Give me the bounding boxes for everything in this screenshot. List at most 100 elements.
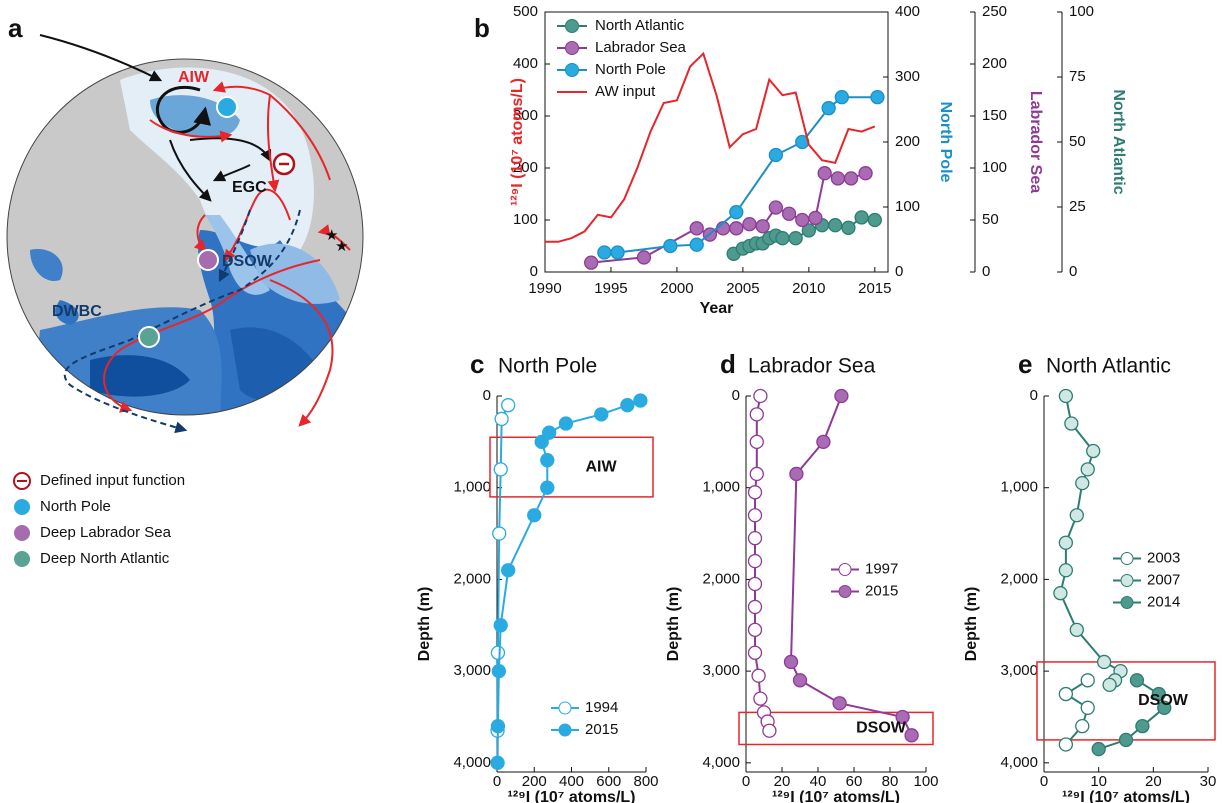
legend-marker: [1121, 597, 1133, 609]
x-tick-label: 100: [913, 773, 938, 790]
legend-label: Labrador Sea: [595, 39, 687, 56]
data-point: [749, 578, 762, 591]
data-point: [1070, 509, 1083, 522]
chart-title: Labrador Sea: [748, 355, 876, 378]
legend-marker: [566, 20, 579, 33]
data-point: [750, 408, 763, 421]
y-tick-label: 25: [1069, 198, 1086, 215]
data-point: [559, 417, 572, 430]
legend-marker: [566, 64, 579, 77]
panel-letter: d: [720, 349, 736, 379]
data-point: [871, 91, 884, 104]
data-point: [749, 555, 762, 568]
legend-label: 1997: [865, 560, 898, 577]
y-tick-label: 50: [982, 211, 999, 228]
legend-label: 2014: [1147, 593, 1180, 610]
map-label: EGC: [232, 179, 267, 196]
x-tick-label: 2010: [792, 280, 825, 297]
data-point: [1087, 445, 1100, 458]
axis-title: ¹²⁹I (10⁷ atoms/L): [1062, 789, 1190, 803]
axis-title: North Pole: [937, 102, 954, 183]
data-point: [1081, 463, 1094, 476]
y-tick-label: 400: [513, 55, 538, 72]
axis-title: Depth (m): [416, 587, 433, 662]
x-tick-label: 2000: [660, 280, 693, 297]
data-point: [493, 527, 506, 540]
map: a: [0, 13, 370, 567]
legend-label: Deep Labrador Sea: [40, 524, 172, 541]
y-tick-label: 500: [513, 3, 538, 20]
panel-letter: a: [8, 13, 23, 43]
data-point: [769, 201, 782, 214]
data-point: [752, 669, 765, 682]
chart-title: North Atlantic: [1046, 355, 1171, 378]
y-tick-label: 0: [1030, 387, 1038, 404]
data-point: [1098, 655, 1111, 668]
y-tick-label: 0: [732, 387, 740, 404]
data-point: [796, 214, 809, 227]
data-point: [749, 600, 762, 613]
y-tick-label: 2,000: [702, 570, 740, 587]
legend-label: North Atlantic: [595, 17, 685, 34]
data-point: [818, 167, 831, 180]
data-point: [829, 219, 842, 232]
data-point: [1076, 477, 1089, 490]
x-tick-label: 0: [493, 773, 501, 790]
map-globe: [0, 50, 370, 430]
data-point: [690, 238, 703, 251]
x-tick-label: 1995: [594, 280, 627, 297]
y-tick-label: 200: [895, 133, 920, 150]
chart-title: North Pole: [498, 355, 597, 378]
legend-label: 2007: [1147, 571, 1180, 588]
data-point: [790, 467, 803, 480]
data-point: [494, 619, 507, 632]
map-legend: Defined input function North Pole Deep L…: [14, 472, 185, 567]
data-point: [756, 220, 769, 233]
y-tick-label: 250: [982, 3, 1007, 20]
data-point: [749, 486, 762, 499]
y-tick-label: 1,000: [702, 479, 740, 496]
data-point: [749, 646, 762, 659]
map-label: AIW: [178, 69, 210, 86]
data-point: [842, 221, 855, 234]
y-tick-label: 50: [1069, 133, 1086, 150]
data-point: [1076, 720, 1089, 733]
legend-label: 1994: [585, 699, 618, 716]
data-point: [1103, 678, 1116, 691]
data-point: [754, 390, 767, 403]
x-tick-label: 20: [1145, 773, 1162, 790]
legend-marker: [566, 42, 579, 55]
data-point: [833, 697, 846, 710]
data-point: [763, 724, 776, 737]
y-tick-label: 0: [483, 387, 491, 404]
annotation-label: DSOW: [856, 720, 907, 737]
data-point: [1065, 417, 1078, 430]
legend-marker: [839, 586, 851, 598]
axis-title: ¹²⁹I (10⁷ atoms/L): [508, 789, 636, 803]
y-tick-label: 150: [982, 107, 1007, 124]
y-tick-label: 100: [982, 159, 1007, 176]
annotation-label: DSOW: [1138, 692, 1189, 709]
data-point: [541, 454, 554, 467]
x-tick-label: 200: [522, 773, 547, 790]
x-tick-label: 1990: [528, 280, 561, 297]
x-tick-label: 20: [774, 773, 791, 790]
data-point: [749, 623, 762, 636]
data-point: [783, 207, 796, 220]
data-point: [1070, 623, 1083, 636]
y-tick-label: 300: [895, 68, 920, 85]
data-point: [1059, 688, 1072, 701]
data-point: [749, 532, 762, 545]
y-tick-label: 0: [1069, 263, 1077, 280]
legend-marker: [559, 724, 571, 736]
legend-label: AW input: [595, 83, 656, 100]
data-point: [1054, 587, 1067, 600]
data-point: [502, 564, 515, 577]
y-tick-label: 4,000: [453, 754, 491, 771]
data-point: [1059, 390, 1072, 403]
data-point: [585, 256, 598, 269]
data-point: [494, 463, 507, 476]
legend-label: Deep North Atlantic: [40, 550, 170, 567]
star: ★: [325, 227, 338, 244]
data-point: [835, 390, 848, 403]
